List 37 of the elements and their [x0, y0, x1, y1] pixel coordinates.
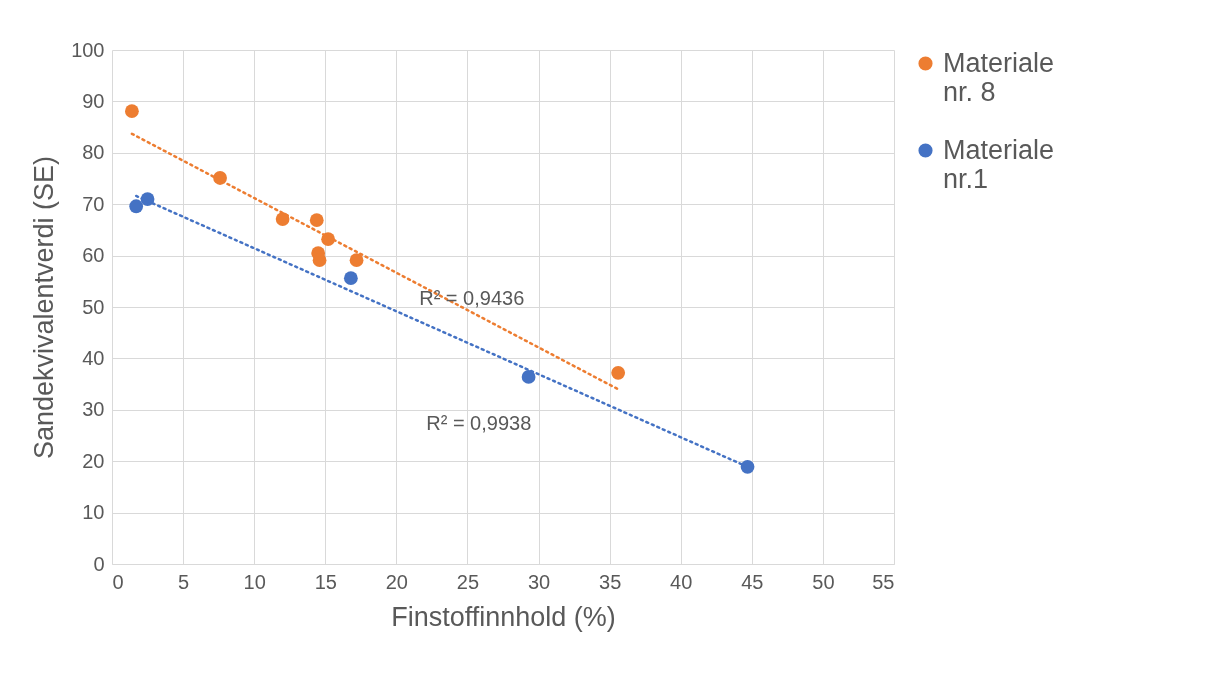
x-tick-label: 5: [178, 570, 190, 593]
legend-label: Materiale nr. 8: [943, 47, 1055, 107]
x-tick-label: 30: [527, 570, 551, 593]
y-tick-label: 30: [82, 398, 105, 421]
y-tick-label: 10: [82, 501, 105, 524]
point: [343, 271, 358, 286]
x-tick-label: 40: [670, 570, 693, 593]
point: [312, 253, 327, 268]
x-axis-title: Finstoffinnhold (%): [391, 601, 616, 632]
point: [125, 104, 139, 119]
annotation: R² = 0,9436: [419, 286, 525, 309]
y-tick-label: 0: [93, 552, 105, 575]
y-tick-label: 100: [71, 38, 105, 61]
point: [309, 213, 324, 228]
x-tick-label: 10: [243, 570, 266, 593]
point: [349, 253, 364, 268]
x-tick-label: 55: [872, 570, 895, 593]
point: [129, 199, 144, 214]
y-tick-label: 20: [82, 449, 105, 472]
y-tick-label: 80: [82, 141, 105, 164]
x-tick-label: 25: [456, 570, 480, 593]
y-axis-title: Sandekvivalentverdi (SE): [29, 155, 60, 460]
x-tick-label: 15: [314, 570, 337, 593]
x-tick-label: 35: [599, 570, 622, 593]
y-tick-label: 90: [82, 89, 105, 112]
x-tick-label: 50: [812, 570, 835, 593]
point: [611, 365, 626, 380]
x-tick-label: 45: [741, 570, 764, 593]
point: [521, 370, 536, 384]
x-tick-label: 0: [112, 570, 124, 593]
y-tick-label: 60: [82, 244, 105, 267]
y-tick-label: 50: [82, 295, 105, 318]
legend-label: Materiale nr.1: [943, 134, 1055, 194]
y-tick-label: 70: [82, 192, 105, 215]
annotation: R² = 0,9938: [426, 411, 532, 434]
y-tick-label: 40: [82, 346, 105, 369]
x-tick-label: 20: [385, 570, 408, 593]
